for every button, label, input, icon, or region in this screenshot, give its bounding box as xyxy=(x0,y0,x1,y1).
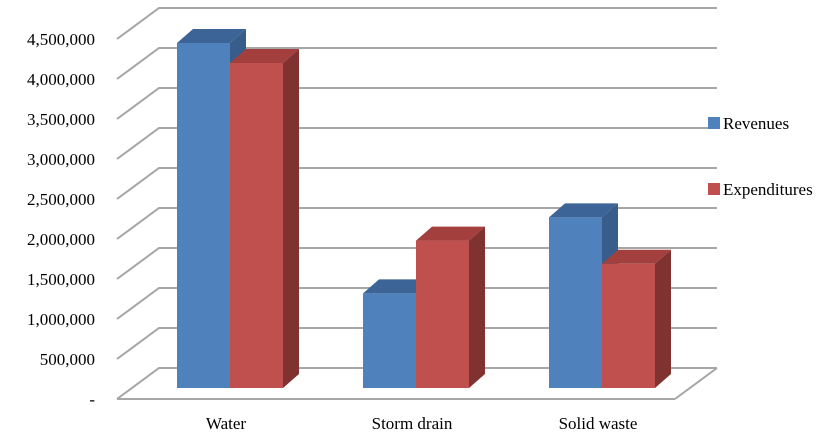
legend-label: Revenues xyxy=(723,114,789,133)
y-axis-ticks: - 500,000 1,000,000 1,500,000 2,000,000 2,500… xyxy=(27,30,95,409)
y-tick-label: 1,500,000 xyxy=(27,270,95,289)
y-tick-label: - xyxy=(89,390,95,409)
bar-revenues-top xyxy=(177,29,246,43)
y-tick-label: 3,000,000 xyxy=(27,150,95,169)
legend-swatch xyxy=(708,117,720,129)
gridline xyxy=(116,7,717,40)
y-tick-label: 1,000,000 xyxy=(27,310,95,329)
bar-expenditures-side xyxy=(469,226,485,388)
x-category-label: Solid waste xyxy=(559,414,638,433)
bar-revenues-front xyxy=(549,217,602,388)
floor-edge xyxy=(674,367,718,400)
bar-expenditures-front xyxy=(416,240,469,388)
x-category-label: Storm drain xyxy=(372,414,453,433)
y-tick-label: 3,500,000 xyxy=(27,110,95,129)
gridline xyxy=(116,127,717,160)
bar-expenditures-top xyxy=(416,226,485,241)
y-tick-label: 2,500,000 xyxy=(27,190,95,209)
bar-expenditures-front xyxy=(602,263,655,388)
gridline xyxy=(116,367,717,400)
gridline xyxy=(116,287,717,320)
gridline xyxy=(116,87,717,120)
legend-label: Expenditures xyxy=(723,180,813,199)
legend: Revenues Expenditures xyxy=(708,114,813,199)
bar-expenditures-top xyxy=(602,249,671,264)
y-tick-label: 4,000,000 xyxy=(27,70,95,89)
bar-revenues-front xyxy=(363,293,416,388)
y-tick-label: 4,500,000 xyxy=(27,30,95,49)
gridline xyxy=(116,247,717,280)
legend-swatch xyxy=(708,183,720,195)
gridline xyxy=(116,167,717,200)
y-tick-label: 2,000,000 xyxy=(27,230,95,249)
bar-expenditures-side xyxy=(655,249,671,388)
bar-revenues-front xyxy=(177,43,230,388)
bar-expenditures-front xyxy=(230,63,283,388)
bar-revenues-top xyxy=(363,279,432,294)
y-tick-label: 500,000 xyxy=(40,350,95,369)
bar-expenditures-top xyxy=(230,49,299,63)
gridline xyxy=(116,47,717,80)
gridline xyxy=(116,207,717,240)
x-axis-categories: Water Storm drain Solid waste xyxy=(206,414,638,433)
x-category-label: Water xyxy=(206,414,246,433)
bar-revenues-top xyxy=(549,203,618,218)
bar-expenditures-side xyxy=(283,49,299,388)
gridlines xyxy=(116,7,718,400)
gridline xyxy=(116,327,717,360)
bars xyxy=(177,29,671,388)
